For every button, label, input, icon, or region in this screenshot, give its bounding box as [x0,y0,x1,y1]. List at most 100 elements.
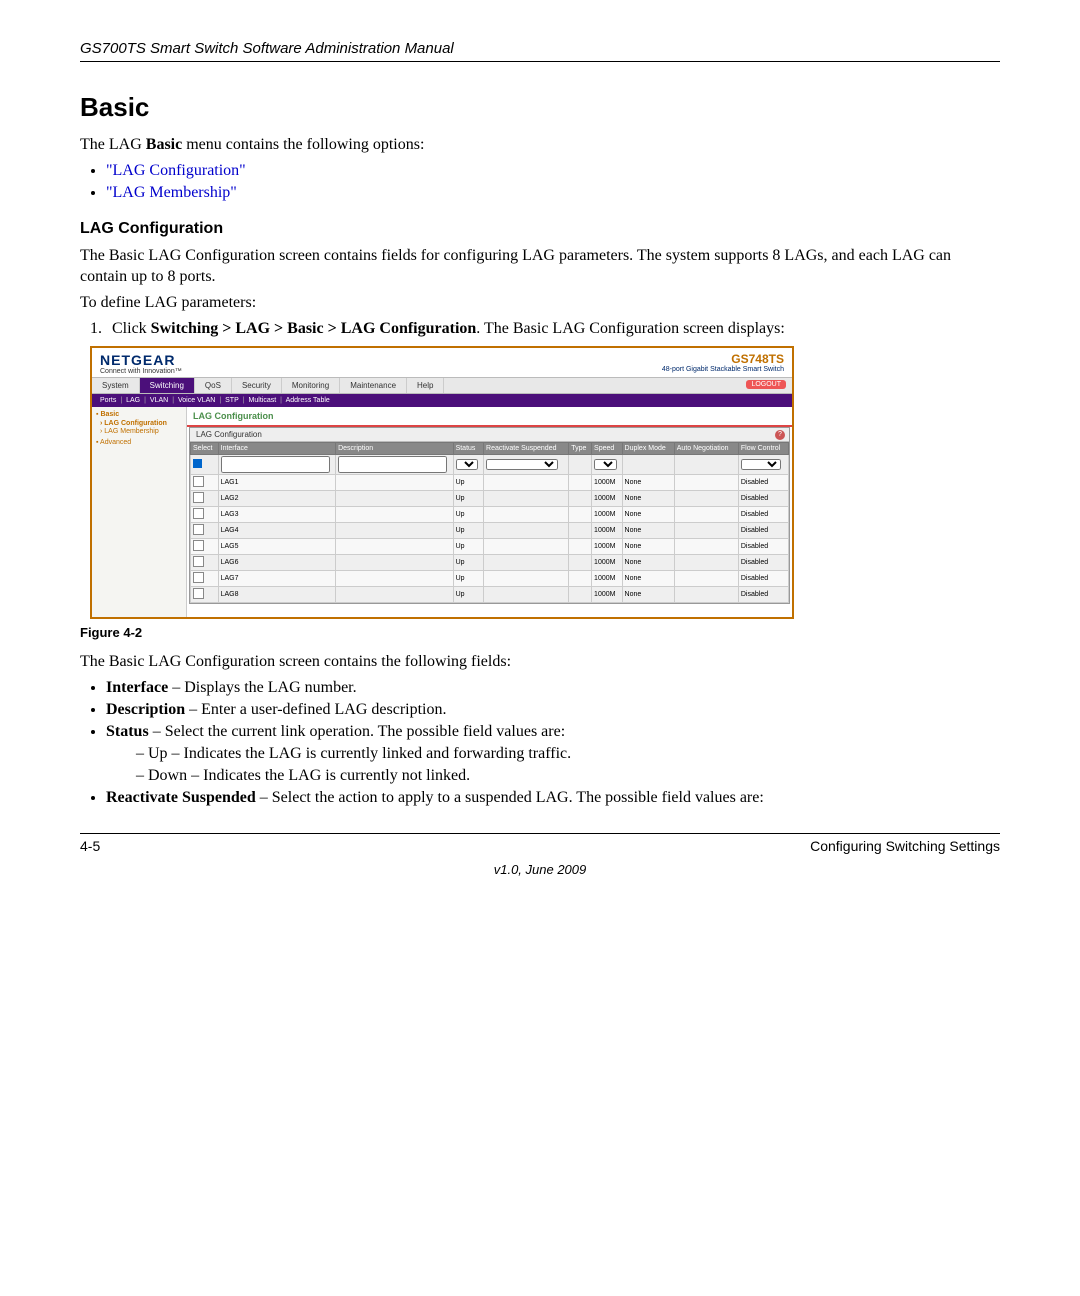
cell-status: Up [453,555,483,571]
cell-duplex: None [622,587,674,603]
page-header: GS700TS Smart Switch Software Administra… [80,40,1000,62]
cell-duplex: None [622,475,674,491]
row-checkbox[interactable] [193,556,204,567]
filter-flow[interactable] [741,459,782,470]
table-row: LAG7 Up 1000M None Disabled [191,571,789,587]
cell-status: Up [453,491,483,507]
cell-flow: Disabled [738,571,788,587]
panel-title: LAG Configuration [187,407,792,427]
sidebar-group-basic[interactable]: ▪ Basic [96,411,182,418]
table-row: LAG5 Up 1000M None Disabled [191,539,789,555]
cell-duplex: None [622,491,674,507]
filter-reactivate[interactable] [486,459,558,470]
sidebar-group-advanced[interactable]: ▪ Advanced [96,439,182,446]
cell-status: Up [453,507,483,523]
sidebar-item-lag-membership[interactable]: › LAG Membership [100,428,182,435]
filter-description[interactable] [338,456,447,473]
row-checkbox[interactable] [193,588,204,599]
status-down: Down – Indicates the LAG is currently no… [136,767,1000,785]
cell-status: Up [453,587,483,603]
select-all-checkbox[interactable] [193,459,202,468]
help-icon[interactable]: ? [775,430,785,440]
field-reactivate: Reactivate Suspended – Select the action… [106,789,1000,807]
row-checkbox[interactable] [193,508,204,519]
cell-interface: LAG8 [218,587,335,603]
cell-speed: 1000M [592,571,622,587]
table-row: LAG8 Up 1000M None Disabled [191,587,789,603]
table-row: LAG3 Up 1000M None Disabled [191,507,789,523]
lag-table: Select Interface Description Status Reac… [190,442,789,603]
status-up: Up – Indicates the LAG is currently link… [136,745,1000,763]
cell-duplex: None [622,555,674,571]
filter-interface[interactable] [221,456,330,473]
netgear-logo: NETGEAR [100,352,182,368]
cell-flow: Disabled [738,475,788,491]
field-status: Status – Select the current link operati… [106,723,1000,785]
filter-status[interactable] [456,459,479,470]
cell-duplex: None [622,539,674,555]
cell-flow: Disabled [738,491,788,507]
section-paragraph: The Basic LAG Configuration screen conta… [80,246,1000,288]
tab-switching[interactable]: Switching [140,378,195,393]
sub-tabs: Ports| LAG| VLAN| Voice VLAN| STP| Multi… [92,394,792,407]
define-text: To define LAG parameters: [80,293,1000,314]
subtab-vlan[interactable]: VLAN [150,397,168,404]
field-interface: Interface – Displays the LAG number. [106,679,1000,697]
link-lag-configuration[interactable]: "LAG Configuration" [106,162,246,179]
subtab-addresstable[interactable]: Address Table [286,397,330,404]
tab-qos[interactable]: QoS [195,378,232,393]
table-row: LAG4 Up 1000M None Disabled [191,523,789,539]
subtab-multicast[interactable]: Multicast [249,397,277,404]
cell-flow: Disabled [738,507,788,523]
tab-monitoring[interactable]: Monitoring [282,378,340,393]
link-lag-membership[interactable]: "LAG Membership" [106,184,237,201]
footer-version: v1.0, June 2009 [80,862,1000,877]
cell-speed: 1000M [592,539,622,555]
table-row: LAG2 Up 1000M None Disabled [191,491,789,507]
tab-help[interactable]: Help [407,378,444,393]
row-checkbox[interactable] [193,540,204,551]
heading-basic: Basic [80,92,1000,123]
step-1: Click Switching > LAG > Basic > LAG Conf… [106,320,1000,338]
tab-security[interactable]: Security [232,378,282,393]
sidebar: ▪ Basic › LAG Configuration › LAG Member… [92,407,187,617]
tab-maintenance[interactable]: Maintenance [340,378,407,393]
cell-duplex: None [622,523,674,539]
row-checkbox[interactable] [193,524,204,535]
figure-caption: Figure 4-2 [80,625,1000,640]
cell-interface: LAG3 [218,507,335,523]
inner-panel-title: LAG Configuration ? [190,428,789,442]
cell-flow: Disabled [738,523,788,539]
cell-status: Up [453,475,483,491]
page-number: 4-5 [80,838,100,854]
cell-speed: 1000M [592,475,622,491]
cell-flow: Disabled [738,539,788,555]
cell-interface: LAG6 [218,555,335,571]
cell-interface: LAG7 [218,571,335,587]
filter-speed[interactable] [594,459,617,470]
row-checkbox[interactable] [193,572,204,583]
cell-speed: 1000M [592,523,622,539]
subtab-voicevlan[interactable]: Voice VLAN [178,397,215,404]
cell-duplex: None [622,571,674,587]
row-checkbox[interactable] [193,476,204,487]
footer-section: Configuring Switching Settings [810,838,1000,854]
subtab-stp[interactable]: STP [225,397,239,404]
cell-speed: 1000M [592,491,622,507]
cell-status: Up [453,539,483,555]
footer: 4-5 Configuring Switching Settings [80,833,1000,854]
sidebar-item-lag-configuration[interactable]: › LAG Configuration [100,420,182,427]
cell-speed: 1000M [592,507,622,523]
cell-status: Up [453,523,483,539]
intro-text: The LAG Basic menu contains the followin… [80,135,1000,156]
cell-interface: LAG1 [218,475,335,491]
tab-system[interactable]: System [92,378,140,393]
row-checkbox[interactable] [193,492,204,503]
after-figure-text: The Basic LAG Configuration screen conta… [80,652,1000,673]
subtab-lag[interactable]: LAG [126,397,140,404]
cell-flow: Disabled [738,587,788,603]
heading-lag-configuration: LAG Configuration [80,220,1000,238]
logout-button[interactable]: LOGOUT [746,380,786,389]
subtab-ports[interactable]: Ports [100,397,116,404]
table-row: LAG6 Up 1000M None Disabled [191,555,789,571]
